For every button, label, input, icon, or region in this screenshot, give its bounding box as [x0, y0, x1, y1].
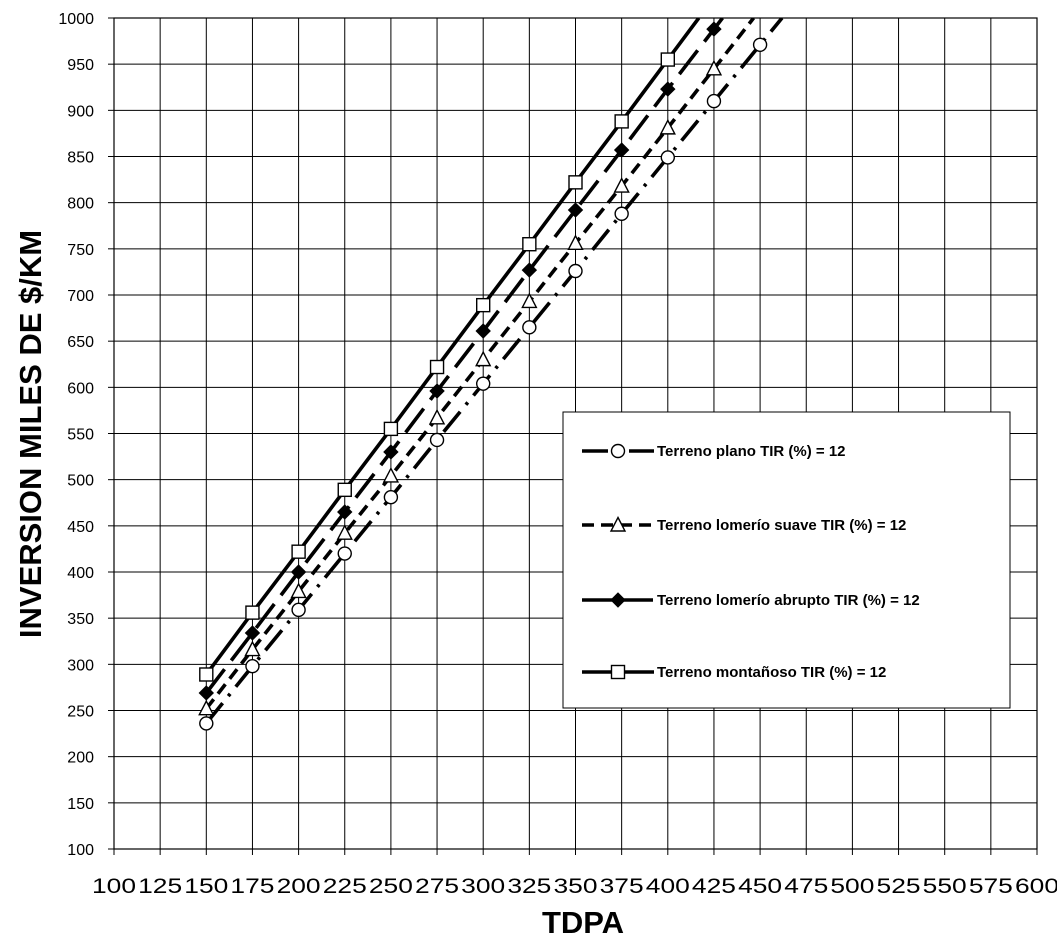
y-tick-label: 450: [67, 519, 94, 536]
y-tick-label: 550: [67, 427, 94, 444]
x-tick-label: 150: [184, 875, 228, 898]
data-point: [754, 38, 767, 51]
y-tick-label: 800: [67, 196, 94, 213]
data-point: [707, 95, 720, 108]
data-point: [292, 545, 305, 558]
x-tick-label: 525: [877, 875, 921, 898]
x-tick-label: 175: [230, 875, 274, 898]
x-tick-label: 225: [323, 875, 367, 898]
y-axis-title: INVERSION MILES DE $/KM: [13, 230, 48, 638]
x-axis-ticks: 100 125 150 175 200 225 250 275 300 325 350 375 400 4…: [92, 849, 1057, 898]
legend: Terreno plano TIR (%) = 12 Terreno lomerí…: [563, 412, 1010, 708]
data-point: [384, 491, 397, 504]
x-tick-label: 325: [507, 875, 551, 898]
x-tick-label: 350: [554, 875, 598, 898]
x-tick-label: 100: [92, 875, 136, 898]
data-point: [569, 236, 583, 250]
x-tick-label: 550: [923, 875, 967, 898]
data-point: [523, 238, 536, 251]
x-tick-label: 425: [692, 875, 736, 898]
legend-label: Terreno lomerío suave TIR (%) = 12: [657, 517, 906, 534]
data-point: [246, 606, 259, 619]
y-tick-label: 300: [67, 657, 94, 674]
data-point: [661, 53, 674, 66]
x-tick-label: 400: [646, 875, 690, 898]
legend-swatch-marker: [612, 666, 625, 679]
x-tick-label: 250: [369, 875, 413, 898]
data-point: [615, 207, 628, 220]
y-tick-label: 150: [67, 796, 94, 813]
y-tick-label: 900: [67, 103, 94, 120]
x-tick-label: 475: [784, 875, 828, 898]
data-point: [200, 717, 213, 730]
y-tick-label: 350: [67, 611, 94, 628]
data-point: [476, 352, 490, 366]
y-tick-label: 750: [67, 242, 94, 259]
x-tick-label: 300: [461, 875, 505, 898]
data-point: [200, 668, 213, 681]
data-point: [569, 176, 582, 189]
y-tick-label: 100: [67, 842, 94, 859]
legend-label: Terreno plano TIR (%) = 12: [657, 443, 846, 460]
x-tick-label: 375: [600, 875, 644, 898]
data-point: [569, 264, 582, 277]
data-point: [477, 299, 490, 312]
data-point: [431, 361, 444, 374]
y-tick-label: 500: [67, 473, 94, 490]
x-tick-label: 575: [969, 875, 1013, 898]
y-tick-label: 600: [67, 380, 94, 397]
data-point: [615, 115, 628, 128]
x-tick-label: 450: [738, 875, 782, 898]
data-point: [430, 410, 444, 424]
data-point: [338, 483, 351, 496]
data-point: [338, 547, 351, 560]
data-point: [292, 603, 305, 616]
x-axis-title: TDPA: [542, 905, 624, 940]
x-tick-label: 500: [830, 875, 874, 898]
x-tick-label: 275: [415, 875, 459, 898]
data-point: [246, 660, 259, 673]
x-tick-label: 125: [138, 875, 182, 898]
y-tick-label: 200: [67, 750, 94, 767]
y-tick-label: 650: [67, 334, 94, 351]
data-point: [522, 294, 536, 308]
y-tick-label: 950: [67, 57, 94, 74]
x-tick-label: 600: [1015, 875, 1057, 898]
x-tick-label: 200: [277, 875, 321, 898]
data-point: [431, 433, 444, 446]
data-point: [477, 377, 490, 390]
data-point: [384, 422, 397, 435]
y-tick-label: 850: [67, 150, 94, 167]
y-tick-label: 1000: [58, 11, 94, 28]
y-tick-label: 400: [67, 565, 94, 582]
y-tick-label: 250: [67, 704, 94, 721]
y-tick-label: 700: [67, 288, 94, 305]
legend-label: Terreno lomerío abrupto TIR (%) = 12: [657, 592, 920, 609]
data-point: [661, 151, 674, 164]
data-point: [523, 321, 536, 334]
y-axis-ticks: 100 150 200 250 300 350 400 450 500 550 600 650 700 7…: [58, 11, 114, 859]
legend-swatch-marker: [612, 445, 625, 458]
legend-label: Terreno montañoso TIR (%) = 12: [657, 664, 886, 681]
